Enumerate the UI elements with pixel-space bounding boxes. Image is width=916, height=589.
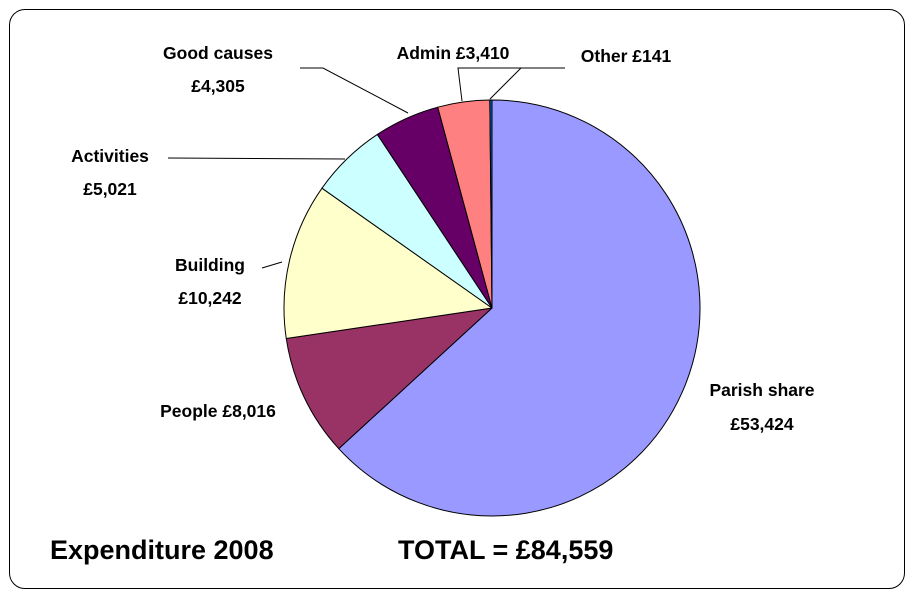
label-activities-name: Activities xyxy=(71,146,149,166)
leader-lines xyxy=(167,67,565,269)
label-building-name: Building xyxy=(175,255,245,275)
leader-line-good-causes xyxy=(300,67,409,114)
pie-slices xyxy=(283,99,701,517)
label-parish-share-value: £53,424 xyxy=(730,414,794,434)
label-admin: Admin £3,410 xyxy=(397,43,510,63)
label-building-value: £10,242 xyxy=(178,288,242,308)
chart-title: Expenditure 2008 xyxy=(50,535,274,565)
label-other: Other £141 xyxy=(581,46,672,66)
leader-line-building xyxy=(261,261,283,269)
leader-line-activities xyxy=(167,157,346,160)
pie-slice-parish-share xyxy=(338,99,701,517)
leader-line-other xyxy=(489,67,565,100)
label-good-causes-name: Good causes xyxy=(163,43,273,63)
pie-slice-other xyxy=(489,99,493,309)
label-people: People £8,016 xyxy=(160,401,276,421)
leader-line-admin xyxy=(457,67,529,102)
chart-total: TOTAL = £84,559 xyxy=(398,535,614,565)
pie-slice-building xyxy=(283,187,493,339)
label-activities-value: £5,021 xyxy=(83,179,137,199)
pie-chart: Parish share £53,424 People £8,016 Build… xyxy=(71,43,815,517)
pie-slice-people xyxy=(285,307,493,450)
slice-labels: Parish share £53,424 People £8,016 Build… xyxy=(71,43,815,434)
label-good-causes-value: £4,305 xyxy=(191,76,245,96)
label-parish-share-name: Parish share xyxy=(709,380,814,400)
